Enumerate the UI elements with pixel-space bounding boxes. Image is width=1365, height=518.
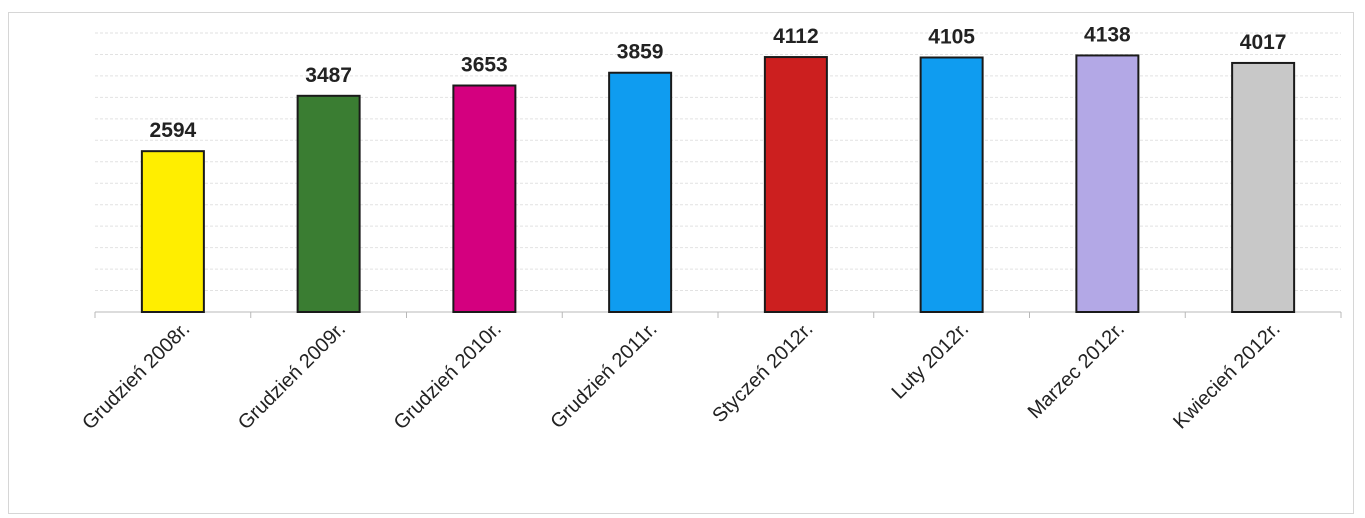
x-tick-label: Grudzień 2008r. [78, 318, 194, 434]
bar-2 [296, 94, 361, 313]
gridlines [95, 32, 1341, 292]
x-tick-label: Grudzień 2010r. [390, 318, 506, 434]
bar-1 [140, 150, 205, 313]
data-label: 4017 [1240, 31, 1287, 54]
x-tick-label: Marzec 2012r. [1024, 318, 1129, 423]
x-tick-label: Grudzień 2011r. [547, 318, 662, 433]
chart-frame: 2594 Grudzień 2008r. 3487 Grudzień 2009r. 36… [8, 12, 1354, 514]
data-label: 2594 [150, 119, 197, 142]
data-label: 3859 [617, 41, 664, 64]
bar-8 [1231, 61, 1296, 313]
bar-5 [763, 56, 828, 313]
bar-chart: 2594 Grudzień 2008r. 3487 Grudzień 2009r. 36… [78, 23, 1342, 434]
x-tick-label: Grudzień 2009r. [234, 318, 350, 434]
x-tick-label: Luty 2012r. [888, 318, 974, 404]
x-tick-label: Kwiecień 2012r. [1169, 318, 1284, 433]
data-label: 3487 [305, 64, 352, 87]
bar-6 [919, 56, 984, 313]
bar-7 [1075, 54, 1140, 313]
bar-3 [452, 84, 517, 313]
data-label: 4105 [928, 25, 975, 48]
data-label: 4112 [773, 25, 819, 48]
x-tick-label: Styczeń 2012r. [708, 318, 817, 427]
data-label: 4138 [1084, 23, 1131, 46]
data-label: 3653 [461, 54, 508, 77]
bar-4 [608, 71, 673, 313]
